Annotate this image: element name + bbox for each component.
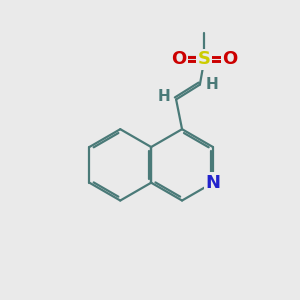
Text: O: O (222, 50, 237, 68)
Text: H: H (157, 89, 170, 104)
Text: H: H (206, 77, 219, 92)
Text: S: S (198, 50, 211, 68)
Text: N: N (206, 174, 220, 192)
Text: O: O (172, 50, 187, 68)
